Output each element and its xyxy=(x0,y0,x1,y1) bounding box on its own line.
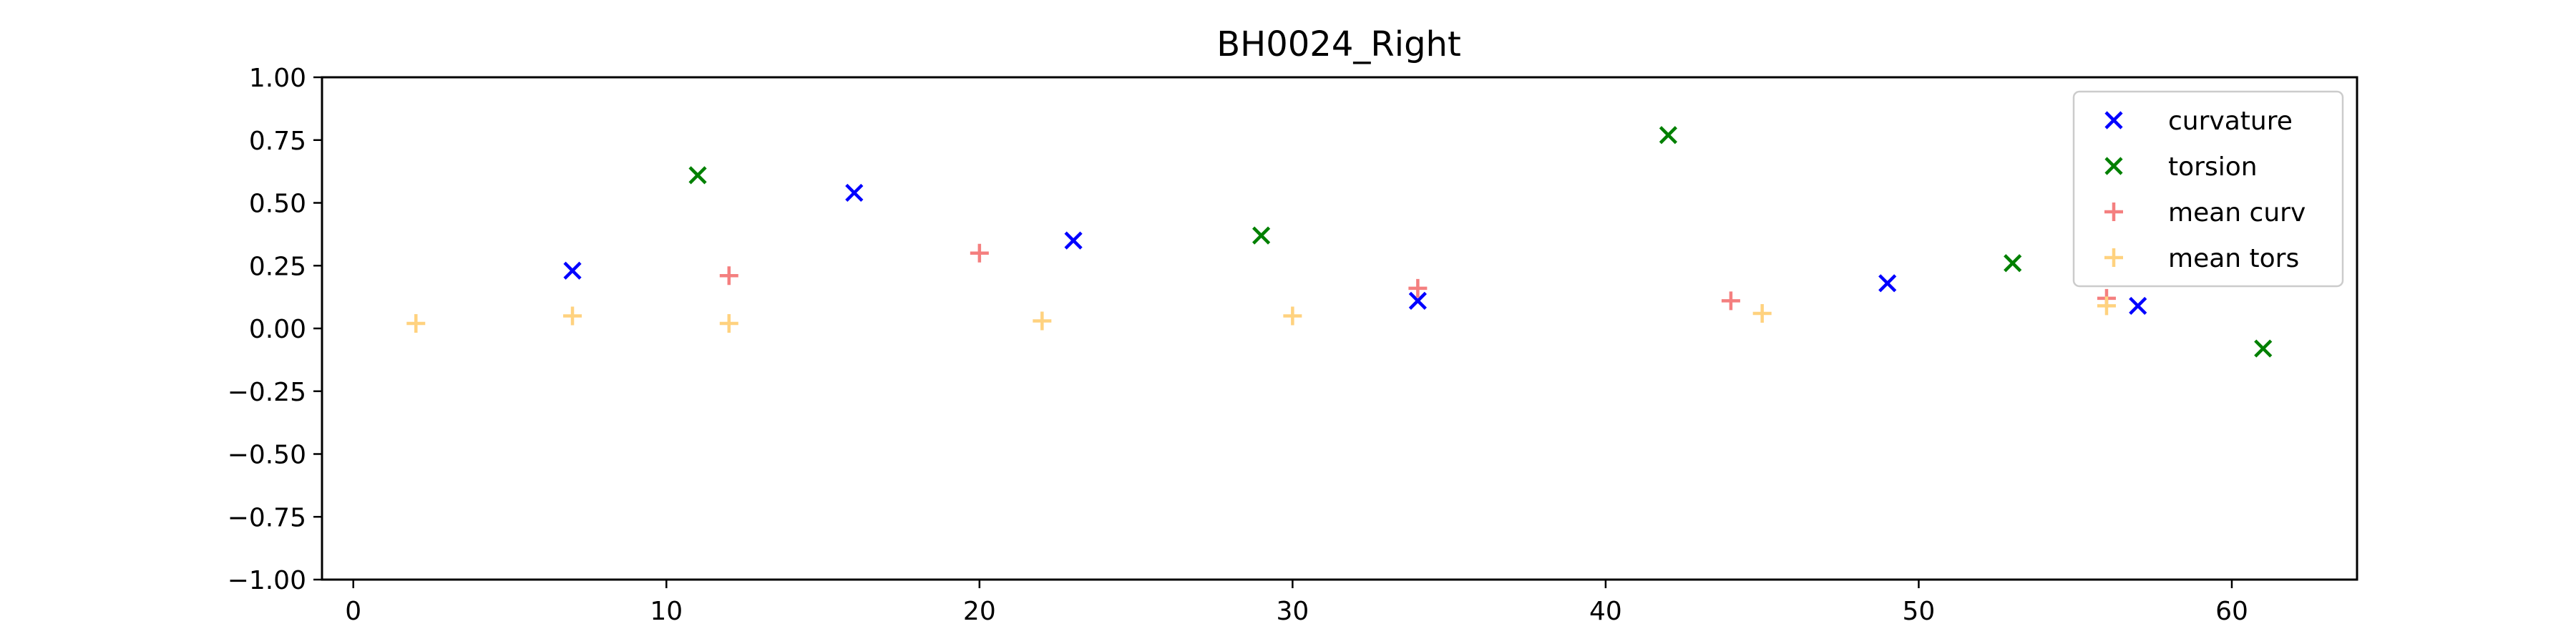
mean-curv-point xyxy=(719,266,738,286)
chart-title: BH0024_Right xyxy=(1216,24,1461,64)
y-tick-label: 0.25 xyxy=(249,252,306,281)
x-tick-label: 0 xyxy=(345,597,361,626)
y-tick-label: 0.50 xyxy=(249,190,306,219)
legend-marker-torsion xyxy=(2104,157,2123,175)
legend: curvature torsion mean curv mean tors xyxy=(2072,90,2344,288)
mean-curv-point xyxy=(1408,278,1428,298)
legend-marker-curvature xyxy=(2104,111,2123,130)
y-tick-label: 0.00 xyxy=(249,315,306,344)
legend-label-curvature: curvature xyxy=(2168,107,2293,136)
curvature-point xyxy=(845,183,864,203)
legend-marker-mean-curv xyxy=(2104,203,2123,221)
y-tick-label: 0.75 xyxy=(249,127,306,156)
mean-tors-point xyxy=(563,306,582,326)
torsion-point xyxy=(688,166,707,185)
y-tick-label: 1.00 xyxy=(249,64,306,93)
mean-tors-point xyxy=(406,313,426,333)
y-tick-label: −1.00 xyxy=(228,566,306,595)
torsion-point xyxy=(1659,126,1678,145)
mean-curv-point xyxy=(1721,291,1740,311)
y-tick-label: −0.50 xyxy=(228,441,306,470)
x-tick-label: 30 xyxy=(1276,597,1309,626)
mean-tors-point xyxy=(2097,296,2116,316)
x-tick-label: 60 xyxy=(2215,597,2248,626)
y-tick-label: −0.25 xyxy=(228,378,306,407)
torsion-point xyxy=(2004,254,2022,273)
data-markers xyxy=(406,126,2273,358)
y-tick-label: −0.75 xyxy=(228,503,306,532)
mean-tors-point xyxy=(1752,303,1772,323)
legend-marker-mean-tors xyxy=(2104,248,2123,267)
mean-tors-point xyxy=(719,313,738,333)
x-tick-label: 10 xyxy=(650,597,683,626)
torsion-point xyxy=(2254,339,2273,358)
curvature-point xyxy=(1064,231,1083,250)
y-axis: −1.00 −0.75 −0.50 −0.25 0.00 0.25 0.50 0.75 1.00 xyxy=(228,64,322,595)
torsion-point xyxy=(1252,226,1271,245)
curvature-point xyxy=(1408,291,1427,310)
legend-box xyxy=(2072,90,2344,288)
plot-area xyxy=(321,76,2358,581)
mean-curv-point xyxy=(970,243,989,263)
curvature-point xyxy=(2129,296,2147,316)
x-tick-label: 40 xyxy=(1589,597,1622,626)
x-tick-label: 50 xyxy=(1903,597,1936,626)
x-axis: 0 10 20 30 40 50 60 xyxy=(345,580,2248,626)
x-tick-label: 20 xyxy=(963,597,996,626)
curvature-point xyxy=(1878,274,1897,293)
mean-tors-point xyxy=(1033,311,1052,331)
curvature-point xyxy=(563,261,582,280)
legend-label-mean-curv: mean curv xyxy=(2168,198,2306,228)
mean-tors-point xyxy=(1283,306,1302,326)
legend-label-torsion: torsion xyxy=(2168,152,2258,182)
legend-label-mean-tors: mean tors xyxy=(2168,244,2299,273)
